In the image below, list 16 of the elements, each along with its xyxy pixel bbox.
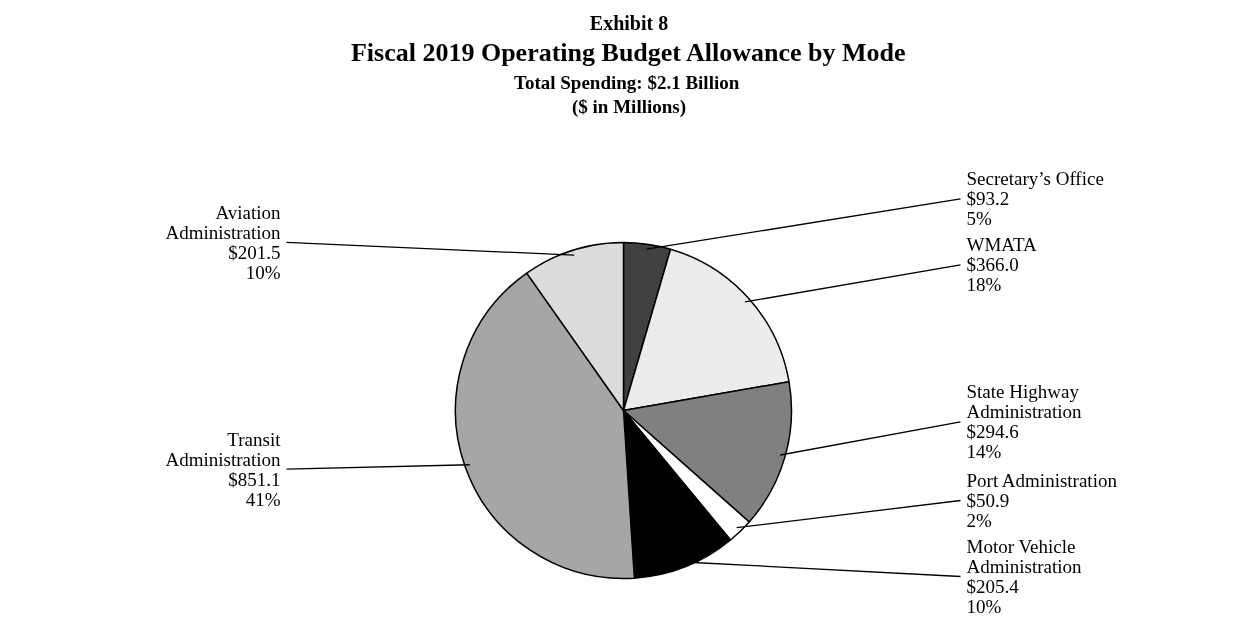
data-label: $294.6 14% (966, 421, 1019, 463)
chart-title: Exhibit 8 Fiscal 2019 Operating Budget Allowance by Mode (350, 11, 906, 67)
slice-label: WMATA (966, 234, 1038, 256)
data-label: $851.1 41% (228, 468, 281, 510)
slice-label: Secretary’s Office (966, 168, 1104, 190)
slice-label: Aviation Administration (165, 201, 281, 243)
slice-label: Motor Vehicle Administration (966, 536, 1083, 577)
data-label: $201.5 10% (228, 241, 281, 283)
slice-label: Transit Administration (165, 428, 282, 470)
slice-label: Port Administration (966, 470, 1118, 491)
data-label: $93.2 5% (966, 188, 1010, 230)
slice-label: State Highway Administration (966, 381, 1083, 423)
data-label: $366.0 18% (966, 254, 1019, 296)
data-label: $50.9 2% (966, 490, 1010, 531)
chart-subtitle: Total Spending: $2.1 Billion ($ in Millions) (513, 72, 740, 118)
data-label: $205.4 10% (966, 576, 1020, 617)
